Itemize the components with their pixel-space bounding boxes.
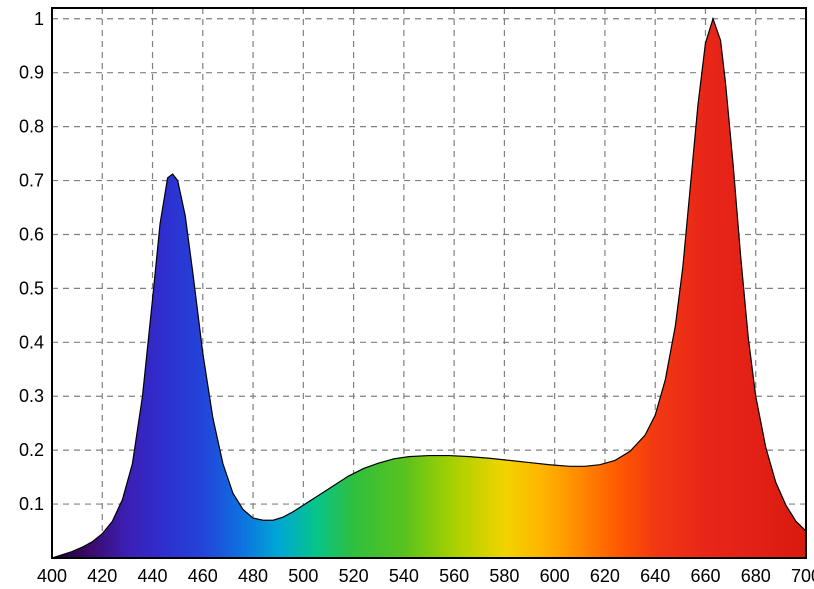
x-tick-label: 600: [540, 566, 570, 586]
x-tick-label: 580: [489, 566, 519, 586]
y-tick-label: 0.9: [19, 63, 44, 83]
x-tick-label: 440: [138, 566, 168, 586]
spectrum-chart: 400 420 440 460 480 500 520 540 560 580 600 620 640 6…: [0, 0, 814, 589]
y-tick-label: 0.1: [19, 494, 44, 514]
x-tick-label: 700: [791, 566, 814, 586]
x-tick-label: 400: [37, 566, 67, 586]
x-tick-label: 540: [389, 566, 419, 586]
y-tick-label: 0.7: [19, 171, 44, 191]
x-tick-label: 660: [690, 566, 720, 586]
x-tick-label: 420: [87, 566, 117, 586]
y-tick-label: 0.8: [19, 117, 44, 137]
y-tick-label: 0.4: [19, 332, 44, 352]
x-tick-label: 500: [288, 566, 318, 586]
y-tick-label: 0.5: [19, 278, 44, 298]
y-tick-label: 0.3: [19, 386, 44, 406]
y-tick-label: 0.6: [19, 224, 44, 244]
y-tick-label: 0.2: [19, 440, 44, 460]
x-tick-label: 480: [238, 566, 268, 586]
x-tick-label: 460: [188, 566, 218, 586]
x-tick-label: 680: [741, 566, 771, 586]
y-tick-label: 1: [34, 9, 44, 29]
x-tick-label: 640: [640, 566, 670, 586]
x-tick-label: 560: [439, 566, 469, 586]
x-tick-label: 620: [590, 566, 620, 586]
x-tick-label: 520: [339, 566, 369, 586]
